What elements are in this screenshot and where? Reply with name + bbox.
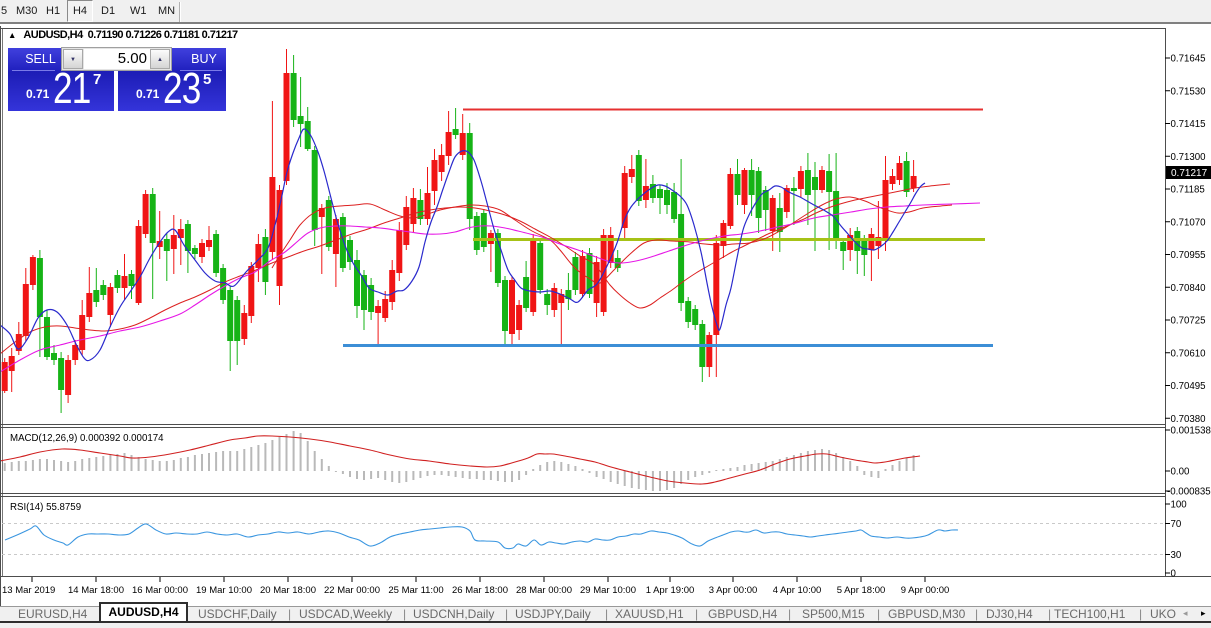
svg-text:28 Mar 00:00: 28 Mar 00:00	[516, 585, 572, 596]
svg-text:0.71530: 0.71530	[1171, 86, 1207, 97]
svg-text:16 Mar 00:00: 16 Mar 00:00	[132, 585, 188, 596]
svg-text:13 Mar 2019: 13 Mar 2019	[2, 585, 55, 596]
svg-text:0.70955: 0.70955	[1171, 250, 1206, 261]
svg-text:0.71185: 0.71185	[1171, 185, 1205, 196]
svg-text:4 Apr 10:00: 4 Apr 10:00	[773, 585, 822, 596]
svg-text:19 Mar 10:00: 19 Mar 10:00	[196, 585, 252, 596]
svg-text:3 Apr 00:00: 3 Apr 00:00	[709, 585, 758, 596]
svg-text:0.71217: 0.71217	[1171, 168, 1208, 179]
svg-text:26 Mar 18:00: 26 Mar 18:00	[452, 585, 508, 596]
svg-text:0.70380: 0.70380	[1171, 414, 1207, 425]
svg-text:100: 100	[1171, 500, 1188, 511]
svg-text:0.00: 0.00	[1171, 467, 1190, 478]
svg-text:25 Mar 11:00: 25 Mar 11:00	[388, 585, 443, 596]
svg-text:0.001538: 0.001538	[1171, 426, 1211, 437]
svg-text:0.70495: 0.70495	[1171, 381, 1206, 392]
svg-text:20 Mar 18:00: 20 Mar 18:00	[260, 585, 316, 596]
svg-text:0.71415: 0.71415	[1171, 119, 1206, 130]
svg-text:0.70840: 0.70840	[1171, 283, 1207, 294]
svg-text:9 Apr 00:00: 9 Apr 00:00	[901, 585, 950, 596]
svg-text:5 Apr 18:00: 5 Apr 18:00	[837, 585, 886, 596]
svg-text:30: 30	[1171, 550, 1182, 561]
svg-text:0.71645: 0.71645	[1171, 54, 1206, 65]
svg-text:-0.000835: -0.000835	[1167, 487, 1211, 498]
svg-text:0.71300: 0.71300	[1171, 152, 1207, 163]
svg-text:0.70725: 0.70725	[1171, 316, 1206, 327]
svg-text:0.71070: 0.71070	[1171, 217, 1207, 228]
svg-text:70: 70	[1171, 519, 1182, 530]
svg-text:22 Mar 00:00: 22 Mar 00:00	[324, 585, 380, 596]
svg-text:RSI(14) 55.8759: RSI(14) 55.8759	[10, 502, 81, 513]
svg-text:14 Mar 18:00: 14 Mar 18:00	[68, 585, 124, 596]
svg-text:29 Mar 10:00: 29 Mar 10:00	[580, 585, 636, 596]
svg-text:1 Apr 19:00: 1 Apr 19:00	[646, 585, 695, 596]
svg-text:0: 0	[1171, 569, 1177, 580]
svg-text:0.70610: 0.70610	[1171, 348, 1207, 359]
svg-text:MACD(12,26,9) 0.000392 0.00017: MACD(12,26,9) 0.000392 0.000174	[10, 433, 164, 444]
